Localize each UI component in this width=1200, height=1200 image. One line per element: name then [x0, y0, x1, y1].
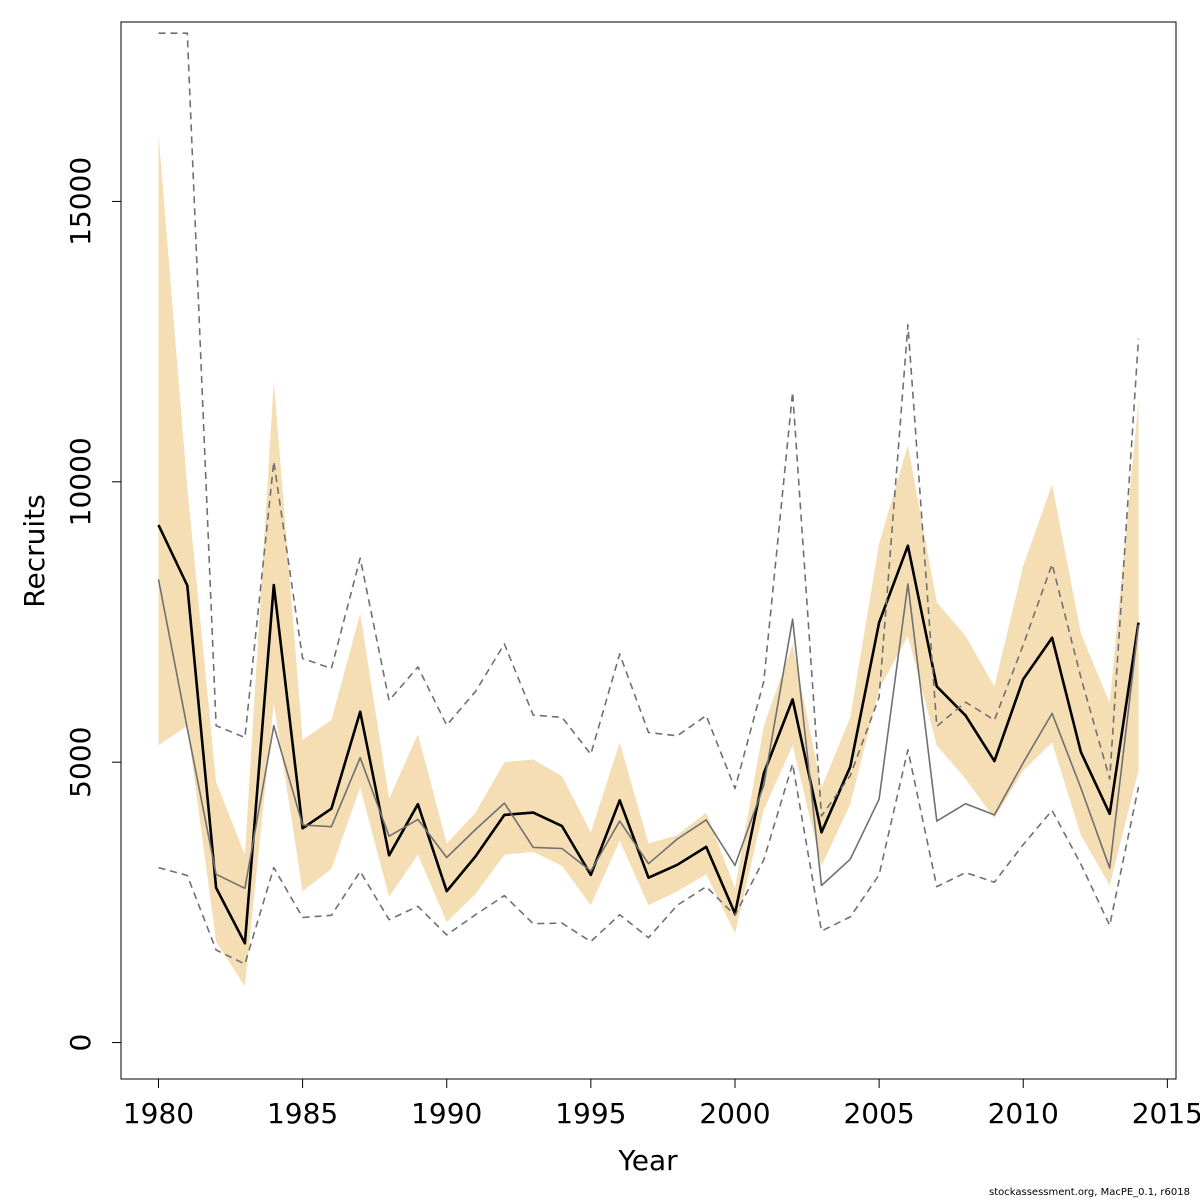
x-tick-label: 2000 [699, 1097, 770, 1130]
plot-area [157, 32, 1140, 987]
source-credit: stockassessment.org, MacPE_0.1, r6018 [989, 1187, 1190, 1198]
reference-bound-line-3 [158, 748, 1140, 965]
axes: 1980 1985 1990 1995 2000 2005 2010 2015 0 5000 100… [64, 157, 1200, 1130]
confidence-band [158, 134, 1139, 987]
x-tick-label: 1985 [267, 1097, 338, 1130]
x-tick-label: 1995 [555, 1097, 626, 1130]
y-tick-label: 15000 [64, 157, 97, 246]
y-axis-label: Recruits [18, 494, 51, 607]
x-tick-label: 2005 [843, 1097, 914, 1130]
y-tick-label: 10000 [64, 437, 97, 526]
y-tick-label: 5000 [64, 727, 97, 798]
x-tick-label: 2010 [988, 1097, 1059, 1130]
estimate-line [157, 524, 1140, 945]
x-tick-label: 1990 [411, 1097, 482, 1130]
x-tick-label: 1980 [123, 1097, 194, 1130]
x-tick-label: 2015 [1132, 1097, 1200, 1130]
reference-bound-line-4 [158, 32, 1140, 817]
reference-line [157, 579, 1140, 890]
x-axis-label: Year [617, 1144, 678, 1177]
y-tick-label: 0 [64, 1034, 97, 1052]
